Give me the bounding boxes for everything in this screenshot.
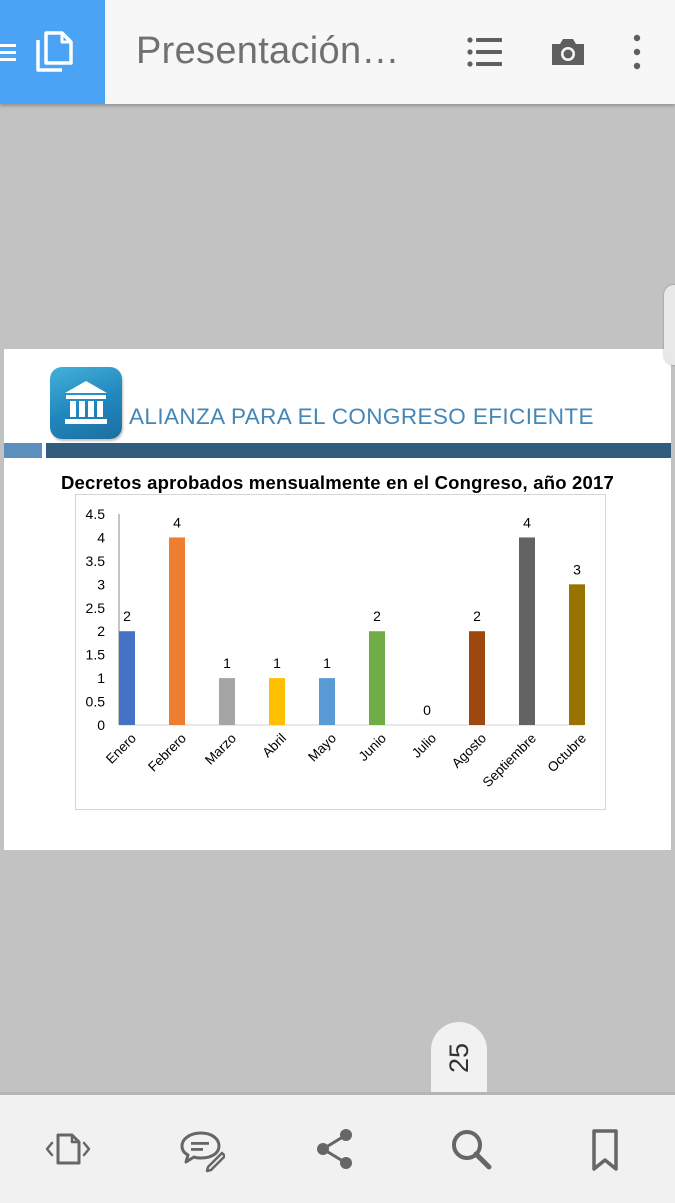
document-title: Presentación…	[136, 30, 400, 72]
x-tick-label: Febrero	[145, 731, 189, 775]
slide-heading: ALIANZA PARA EL CONGRESO EFICIENTE	[129, 404, 594, 429]
header-band-accent	[4, 443, 42, 458]
bar	[369, 631, 385, 725]
bar-chart-canvas: 0 0.5 1 1.5 2 2.5 3 3.5 4 4.5 2 Enero 4 Febrero 1 Marzo…	[86, 506, 590, 790]
data-label: 1	[223, 655, 231, 671]
bar	[169, 537, 185, 725]
menu-icon	[0, 44, 16, 61]
data-label: 2	[123, 608, 131, 624]
y-tick-label: 4	[97, 529, 105, 545]
data-label: 1	[323, 655, 331, 671]
document-icon	[36, 31, 73, 72]
x-tick-label: Enero	[103, 731, 139, 767]
bookmark-icon[interactable]	[581, 1125, 629, 1173]
y-tick-label: 2.5	[86, 600, 106, 616]
data-label: 3	[573, 561, 581, 577]
y-tick-label: 1.5	[86, 647, 106, 663]
y-tick-label: 0	[97, 717, 105, 733]
bar	[569, 584, 585, 725]
bank-building-icon	[50, 367, 122, 439]
data-label: 4	[173, 514, 181, 530]
y-tick-label: 0.5	[86, 694, 106, 710]
document-menu-button[interactable]	[0, 0, 105, 104]
y-tick-label: 3.5	[86, 553, 106, 569]
y-tick-label: 1	[97, 670, 105, 686]
y-tick-label: 2	[97, 623, 105, 639]
more-vert-icon[interactable]	[617, 32, 657, 72]
bottom-toolbar	[0, 1092, 675, 1203]
top-app-bar: Presentación…	[0, 0, 675, 104]
data-label: 1	[273, 655, 281, 671]
data-label: 2	[473, 608, 481, 624]
data-label: 4	[523, 514, 531, 530]
y-tick-label: 4.5	[86, 506, 106, 522]
outline-list-icon[interactable]	[465, 32, 505, 72]
camera-icon[interactable]	[548, 32, 588, 72]
scroll-handle[interactable]	[664, 285, 675, 365]
page-number: 25	[444, 1042, 474, 1074]
bar	[469, 631, 485, 725]
x-tick-label: Agosto	[449, 731, 489, 771]
x-tick-label: Julio	[409, 731, 439, 761]
chart-title: Decretos aprobados mensualmente en el Co…	[60, 472, 614, 493]
bar-chart: 0 0.5 1 1.5 2 2.5 3 3.5 4 4.5 2 Enero 4 Febrero 1 Marzo…	[75, 494, 606, 810]
bar	[519, 537, 535, 725]
bar	[319, 678, 335, 725]
x-tick-label: Mayo	[305, 731, 339, 765]
header-band	[46, 443, 671, 458]
bar	[119, 631, 135, 725]
x-tick-label: Abril	[259, 731, 289, 761]
y-tick-label: 3	[97, 576, 105, 592]
data-label: 0	[423, 702, 431, 718]
x-tick-label: Octubre	[545, 731, 590, 776]
x-tick-label: Junio	[356, 731, 389, 764]
x-tick-label: Marzo	[202, 731, 239, 768]
comment-edit-icon[interactable]	[177, 1125, 225, 1173]
data-label: 2	[373, 608, 381, 624]
share-icon[interactable]	[311, 1125, 359, 1173]
slide-page: ALIANZA PARA EL CONGRESO EFICIENTE Decre…	[4, 349, 671, 850]
x-tick-label: Septiembre	[480, 731, 539, 790]
page-navigate-icon[interactable]	[44, 1125, 92, 1173]
search-icon[interactable]	[447, 1125, 495, 1173]
bar	[219, 678, 235, 725]
bar	[269, 678, 285, 725]
page-indicator: 25	[431, 1022, 487, 1092]
